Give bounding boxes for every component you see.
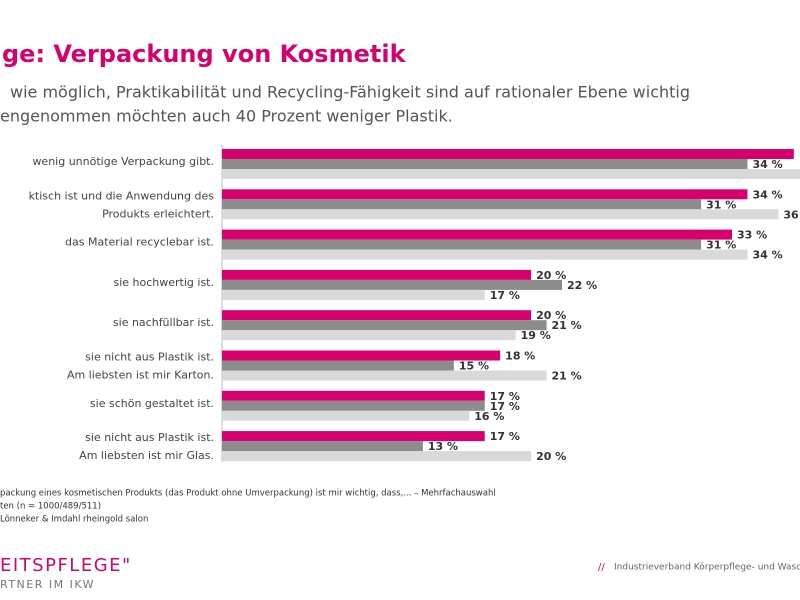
category-label: sie hochwertig ist. — [113, 276, 214, 289]
bar — [222, 441, 423, 452]
value-label: 34 % — [752, 158, 782, 171]
value-label: 18 % — [505, 350, 535, 363]
logo: EITSPFLEGE" — [0, 555, 132, 576]
bar — [222, 159, 748, 169]
bar — [222, 350, 501, 361]
bar — [222, 149, 794, 159]
subtitle: engenommen möchten auch 40 Prozent wenig… — [0, 107, 453, 126]
bar — [222, 169, 800, 179]
value-label: 17 % — [490, 400, 520, 413]
bar — [222, 330, 516, 341]
bar — [222, 209, 779, 220]
bar — [222, 310, 532, 321]
category-label: sie nicht aus Plastik ist. — [85, 351, 214, 364]
category-label: Produkts erleichtert. — [102, 207, 214, 220]
value-label: 21 % — [552, 319, 582, 332]
category-label: sie nicht aus Plastik ist. — [85, 431, 214, 444]
value-label: 17 % — [490, 390, 520, 403]
category-label: Am liebsten ist mir Glas. — [79, 449, 214, 462]
bar — [222, 400, 485, 411]
category-label: sie nachfüllbar ist. — [113, 316, 214, 329]
bar — [222, 431, 485, 442]
bar — [222, 189, 748, 200]
footer-slashes: // — [598, 562, 605, 573]
bar — [222, 249, 748, 260]
bar — [222, 370, 547, 381]
footnote: packung eines kosmetischen Produkts (das… — [0, 489, 496, 499]
value-label: 19 % — [521, 329, 551, 342]
bar — [222, 390, 485, 401]
bar — [222, 410, 470, 421]
value-label: 17 % — [490, 289, 520, 302]
category-label: das Material recyclebar ist. — [65, 236, 214, 249]
category-label: sie schön gestaltet ist. — [90, 397, 214, 410]
bar — [222, 239, 702, 250]
value-label: 33 % — [737, 229, 767, 242]
value-label: 31 % — [706, 239, 736, 252]
value-label: 13 % — [428, 440, 458, 453]
bar — [222, 451, 532, 462]
bar — [222, 269, 532, 280]
value-label: 31 % — [706, 198, 736, 211]
title: ge: Verpackung von Kosmetik — [2, 40, 407, 68]
value-label: 21 % — [552, 370, 582, 383]
category-label: wenig unnötige Verpackung gibt. — [32, 155, 214, 168]
footnote: ten (n = 1000/489/511) — [0, 502, 101, 512]
value-label: 34 % — [752, 188, 782, 201]
category-label: ktisch ist und die Anwendung des — [29, 189, 215, 202]
value-label: 17 % — [490, 430, 520, 443]
subtitle: wie möglich, Praktikabilität und Recycli… — [10, 83, 690, 102]
value-label: 20 % — [536, 309, 566, 322]
value-label: 15 % — [459, 360, 489, 373]
bar — [222, 360, 454, 371]
footnote: Lönneker & Imdahl rheingold salon — [0, 515, 148, 525]
bar — [222, 279, 562, 290]
value-label: 20 % — [536, 450, 566, 463]
category-label: Am liebsten ist mir Karton. — [67, 369, 214, 382]
footer-organization: Industrieverband Körperpflege- und Wasc — [614, 563, 800, 573]
bar — [222, 289, 485, 300]
bar — [222, 229, 732, 240]
value-label: 22 % — [567, 279, 597, 292]
value-label: 20 % — [536, 269, 566, 282]
value-label: 16 % — [474, 410, 504, 423]
bar — [222, 320, 547, 331]
logo-subtitle: RTNER IM IKW — [0, 578, 95, 591]
value-label: 36 — [783, 208, 799, 221]
bar — [222, 199, 702, 210]
value-label: 34 % — [752, 249, 782, 262]
